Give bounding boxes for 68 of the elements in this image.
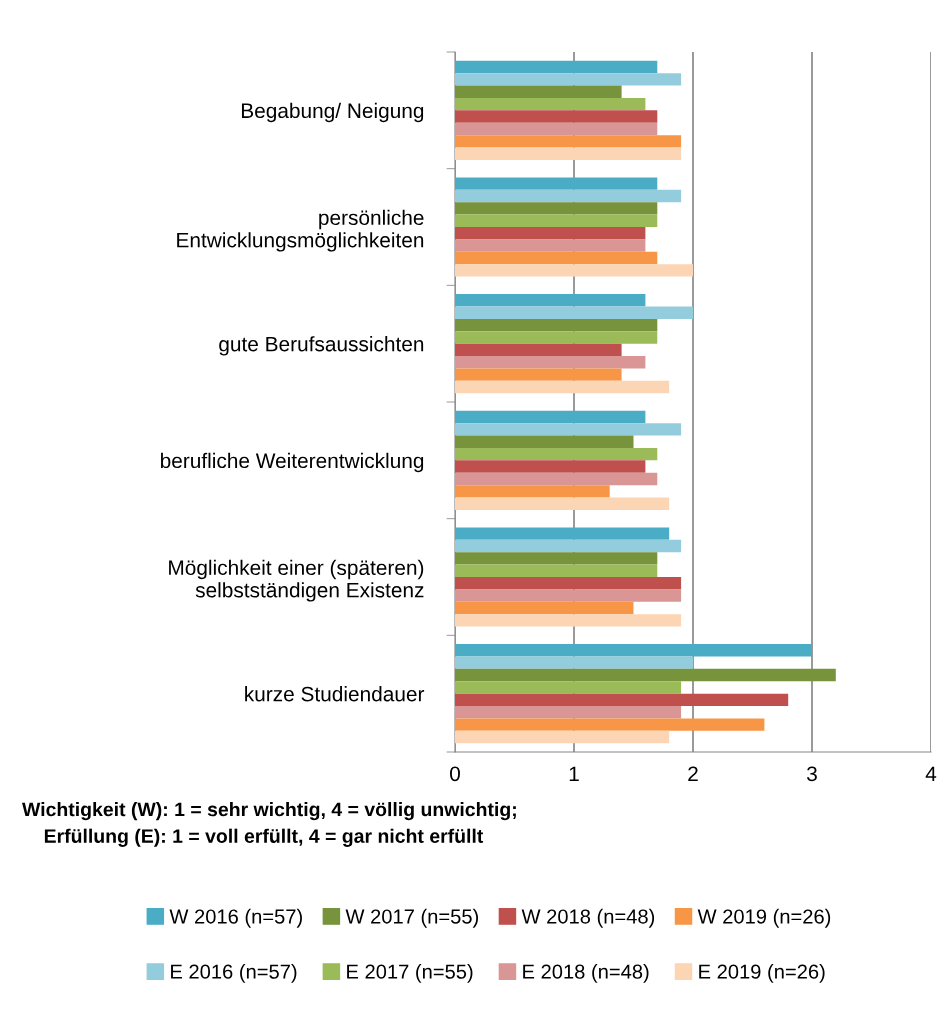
- legend-label: E 2018 (n=48): [523, 964, 649, 983]
- bar: [455, 135, 682, 148]
- legend-label: E 2019 (n=26): [699, 964, 825, 983]
- bar: [455, 251, 658, 265]
- bar: [455, 472, 658, 486]
- bar: [455, 97, 646, 111]
- y-tick-label: gute Berufsaussichten: [219, 336, 424, 356]
- bar: [455, 147, 682, 160]
- bar: [455, 306, 693, 319]
- bar: [455, 356, 646, 369]
- bar: [455, 331, 658, 344]
- bar: [455, 423, 682, 436]
- bar: [455, 85, 622, 98]
- bar: [455, 214, 658, 227]
- y-tick-label: kurze Studiendauer: [245, 686, 425, 702]
- bar: [455, 539, 682, 553]
- y-tick-label: persönliche Entwicklungsmöglichkeiten: [177, 209, 424, 252]
- bar: [455, 644, 812, 657]
- bar: [455, 564, 658, 577]
- bar: [455, 656, 693, 669]
- bar: [455, 552, 658, 565]
- bar: [455, 343, 622, 357]
- bar: [455, 177, 658, 190]
- legend-label: W 2016 (n=57): [169, 908, 302, 928]
- bar: [455, 294, 646, 307]
- bar: [455, 60, 658, 74]
- text: Wichtigkeit (W): 1 = sehr wichtig, 4 = völlig unwichtig; Erfüllung (E): 1 = voll erfüllt, 4 = gar nicht erfüllt: [22, 802, 516, 847]
- bar: [455, 706, 682, 719]
- y-tick-label: Möglichkeit einer (späteren) selbstständigen Existenz: [169, 559, 424, 602]
- bar: [455, 264, 693, 277]
- x-tick-label: 1: [569, 766, 579, 781]
- bar: [455, 668, 836, 682]
- bar: [455, 681, 682, 694]
- y-tick-label: berufliche Weiterentwicklung: [161, 452, 424, 473]
- bar: [455, 368, 622, 381]
- bar: [455, 601, 634, 615]
- bar: [455, 589, 682, 602]
- legend-label: E 2016 (n=57): [171, 964, 297, 983]
- bar: [455, 614, 682, 627]
- x-tick-label: 3: [807, 766, 817, 782]
- bar: [455, 730, 670, 744]
- y-tick-label: Begabung/ Neigung: [241, 102, 424, 123]
- bar: [455, 447, 658, 461]
- x-tick-label: 2: [688, 766, 698, 781]
- bar: [455, 460, 646, 473]
- bar: [455, 485, 610, 498]
- bar: [455, 318, 658, 332]
- bar: [455, 380, 670, 394]
- bar: [455, 435, 634, 448]
- bar: [455, 202, 658, 215]
- bar: [455, 410, 646, 424]
- bar: [455, 189, 682, 203]
- bar: [455, 239, 646, 252]
- x-tick-label: 0: [450, 766, 460, 782]
- bar: [455, 73, 682, 86]
- bar: [455, 110, 658, 123]
- bar: [455, 497, 670, 510]
- legend-label: E 2017 (n=55): [347, 964, 473, 983]
- bar: [455, 227, 646, 240]
- bar: [455, 527, 670, 540]
- bar: [455, 693, 789, 707]
- legend-label: W 2018 (n=48): [521, 908, 655, 928]
- bar: [455, 577, 682, 590]
- x-tick-label: 4: [925, 766, 937, 781]
- legend-label: W 2017 (n=55): [345, 908, 479, 928]
- bar: [455, 122, 658, 136]
- legend-label: W 2019 (n=26): [697, 908, 831, 928]
- bar: [455, 718, 765, 731]
